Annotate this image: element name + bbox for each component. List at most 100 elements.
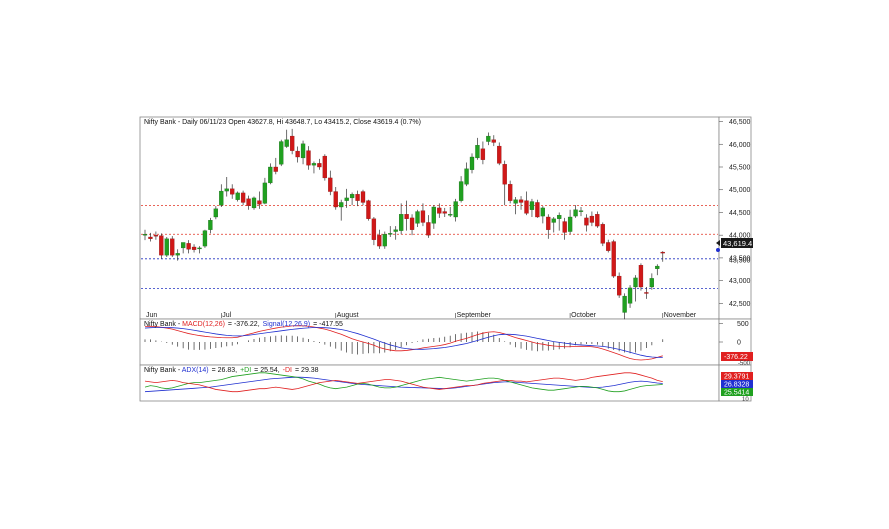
adx-value-label-2: 25.5414 — [724, 390, 749, 397]
candle-body-84 — [600, 224, 605, 244]
macd-last-value-label: -376.22 — [724, 354, 748, 361]
candle-body-68 — [513, 199, 518, 204]
candle-body-88 — [622, 295, 627, 313]
x-label-5: November — [664, 312, 697, 319]
candle-body-66 — [502, 164, 507, 185]
candle-body-54 — [437, 207, 442, 214]
candle-body-42 — [371, 218, 377, 240]
candle-body-65 — [497, 145, 502, 164]
candle-body-61 — [475, 145, 480, 159]
adx-lines — [144, 372, 663, 393]
candle-body-50 — [415, 211, 420, 224]
adx-value-box-2 — [721, 388, 753, 396]
candle-body-1 — [148, 236, 153, 239]
candle-body-77 — [562, 221, 567, 233]
candle-body-29 — [300, 143, 306, 159]
price-tick-hidden-label: 43,500 — [729, 257, 751, 264]
candle-body-89 — [627, 287, 633, 304]
adx-series-1 — [144, 372, 663, 393]
candle-body-35 — [333, 191, 338, 208]
adx-value-box-1 — [721, 380, 753, 388]
candle-body-43 — [377, 235, 382, 247]
x-label-2: August — [337, 312, 359, 319]
candle-body-48 — [404, 214, 409, 219]
candle-body-56 — [448, 214, 453, 216]
candle-body-51 — [420, 210, 426, 223]
price-axis-frame — [718, 116, 752, 320]
candle-body-22 — [262, 182, 268, 204]
candle-body-6 — [175, 253, 180, 256]
candle-body-9 — [191, 246, 197, 250]
price-tick-label-5: 44,000 — [729, 233, 751, 240]
macd-lines — [144, 325, 663, 361]
candle-body-94 — [655, 265, 660, 269]
x-label-3: September — [457, 312, 492, 319]
candle-body-41 — [366, 200, 371, 219]
adx-legend-mdi-value: = 29.38 — [295, 367, 319, 374]
candle-body-37 — [344, 197, 349, 201]
candle-body-24 — [273, 166, 278, 172]
macd-legend-signal: Signal(12,26,9) — [263, 321, 310, 328]
candle-body-13 — [213, 208, 219, 218]
candle-body-25 — [279, 141, 284, 165]
macd-legend: Nifty Bank - MACD(12,26) = -376.22, Signal… — [144, 321, 343, 328]
candle-body-21 — [257, 200, 262, 205]
candle-body-31 — [311, 163, 317, 166]
candle-body-83 — [595, 214, 600, 227]
candle-body-52 — [426, 222, 431, 236]
candle-body-0 — [142, 234, 148, 236]
macd-series-0 — [144, 325, 663, 361]
candle-body-17 — [235, 192, 240, 200]
candle-body-58 — [458, 181, 464, 201]
macd-legend-signal-value: = -417.55 — [313, 321, 343, 328]
last-price-dot — [716, 248, 720, 252]
price-panel-frame — [139, 116, 720, 320]
candle-body-26 — [284, 139, 289, 147]
adx-panel-frame — [139, 364, 720, 402]
candle-body-59 — [464, 168, 469, 185]
macd-last-value-box — [721, 352, 753, 361]
candle-body-7 — [180, 242, 186, 249]
adx-legend: Nifty Bank - ADX(14) = 26.83, +DI = 25.54, -… — [144, 367, 319, 374]
macd-axis: 500 0 — [719, 321, 749, 347]
candle-body-80 — [578, 210, 584, 212]
candle-body-76 — [557, 215, 562, 219]
candle-body-93 — [649, 278, 654, 288]
last-price-marker — [716, 240, 720, 246]
candle-body-49 — [409, 217, 415, 230]
candle-body-30 — [306, 150, 311, 166]
candle-body-60 — [469, 156, 475, 170]
candle-body-4 — [164, 238, 169, 256]
candle-body-78 — [567, 216, 573, 232]
candle-body-15 — [224, 188, 229, 192]
x-label-1: Jul — [222, 312, 231, 319]
candle-body-46 — [393, 229, 398, 232]
candle-body-19 — [246, 198, 251, 206]
candle-body-67 — [507, 184, 513, 201]
x-label-4: October — [571, 312, 597, 319]
price-tick-label-3: 45,000 — [729, 187, 751, 194]
candle-body-75 — [551, 218, 556, 223]
candle-body-79 — [573, 209, 578, 217]
last-price-label: 43,619.4 — [723, 239, 752, 248]
candle-body-36 — [339, 202, 344, 208]
candle-body-3 — [159, 235, 164, 256]
candle-body-72 — [535, 202, 540, 218]
x-axis: Jun Jul August September October November — [146, 312, 697, 319]
candle-body-16 — [230, 188, 235, 195]
macd-tick-label-0: 500 — [737, 321, 749, 328]
candle-body-38 — [349, 194, 355, 199]
candle-body-12 — [208, 220, 213, 230]
candle-body-8 — [186, 243, 191, 250]
candle-body-27 — [289, 135, 295, 151]
candle-body-85 — [606, 242, 611, 251]
candle-body-28 — [295, 150, 300, 158]
candle-body-44 — [382, 234, 387, 247]
candle-body-55 — [442, 211, 447, 214]
candle-body-53 — [431, 206, 437, 224]
candle-body-87 — [617, 275, 622, 296]
macd-legend-prefix: Nifty Bank - — [144, 321, 182, 328]
candle-body-14 — [219, 190, 224, 206]
price-chart-title: Nifty Bank - Daily 06/11/23 Open 43627.8… — [144, 119, 421, 126]
candlesticks — [142, 128, 665, 320]
